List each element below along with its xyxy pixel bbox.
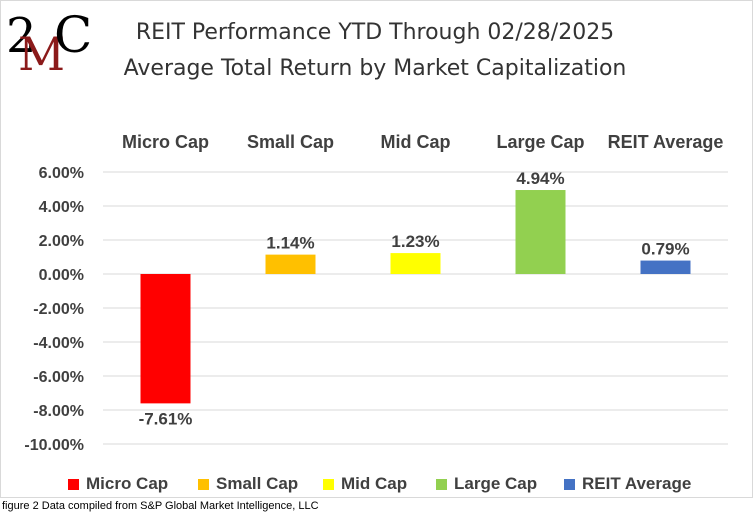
y-tick-label: 6.00% bbox=[39, 165, 84, 182]
chart-title-line-2: Average Total Return by Market Capitaliz… bbox=[123, 56, 627, 81]
category-label: REIT Average bbox=[608, 132, 724, 152]
y-tick-label: -4.00% bbox=[33, 335, 84, 352]
data-label: -7.61% bbox=[139, 409, 193, 428]
bar bbox=[640, 260, 691, 274]
legend-label: Micro Cap bbox=[86, 474, 169, 493]
chart-frame bbox=[0, 0, 753, 498]
data-label: 0.79% bbox=[641, 240, 689, 259]
category-label: Mid Cap bbox=[381, 132, 451, 152]
data-label: 1.14% bbox=[266, 234, 314, 253]
legend: Micro Cap Small Cap Mid Cap Large Cap REIT A… bbox=[0, 474, 753, 496]
y-tick-label: -6.00% bbox=[33, 369, 84, 386]
logo-text-m: M bbox=[18, 27, 65, 72]
bar bbox=[390, 253, 441, 274]
bar-chart: 6.00% 4.00% 2.00% 0.00% -2.00% -4.00% -6.00% -8… bbox=[24, 132, 728, 454]
chart-title-line-1: REIT Performance YTD Through 02/28/2025 bbox=[135, 20, 615, 45]
legend-swatch bbox=[68, 478, 79, 490]
company-logo: 2 M C bbox=[6, 6, 92, 72]
legend-label: Small Cap bbox=[216, 474, 299, 493]
y-tick-label: 4.00% bbox=[39, 199, 84, 216]
data-label: 1.23% bbox=[391, 232, 439, 251]
data-label: 4.94% bbox=[516, 169, 564, 188]
bar bbox=[515, 190, 566, 274]
legend-label: Mid Cap bbox=[341, 474, 408, 493]
logo-text-c: C bbox=[54, 6, 92, 64]
legend-swatch bbox=[198, 478, 209, 490]
legend-label: Large Cap bbox=[454, 474, 538, 493]
bar bbox=[140, 274, 191, 404]
y-tick-label: 0.00% bbox=[39, 267, 84, 284]
legend-swatch bbox=[564, 478, 575, 490]
category-label: Micro Cap bbox=[122, 132, 209, 152]
legend-item: REIT Average bbox=[564, 474, 691, 494]
logo-text-2: 2 bbox=[6, 8, 37, 64]
bar bbox=[265, 254, 316, 274]
legend-item: Small Cap bbox=[198, 474, 298, 494]
y-tick-label: -8.00% bbox=[33, 403, 84, 420]
legend-item: Mid Cap bbox=[323, 474, 407, 494]
y-tick-label: -2.00% bbox=[33, 301, 84, 318]
y-tick-label: 2.00% bbox=[39, 233, 84, 250]
legend-swatch bbox=[323, 478, 334, 490]
legend-label: REIT Average bbox=[582, 474, 692, 493]
legend-item: Micro Cap bbox=[68, 474, 168, 494]
legend-swatch bbox=[436, 478, 447, 490]
category-label: Large Cap bbox=[496, 132, 584, 152]
y-tick-label: -10.00% bbox=[24, 437, 84, 454]
legend-item: Large Cap bbox=[436, 474, 537, 494]
category-label: Small Cap bbox=[247, 132, 334, 152]
figure-caption: figure 2 Data compiled from S&P Global M… bbox=[2, 500, 319, 512]
